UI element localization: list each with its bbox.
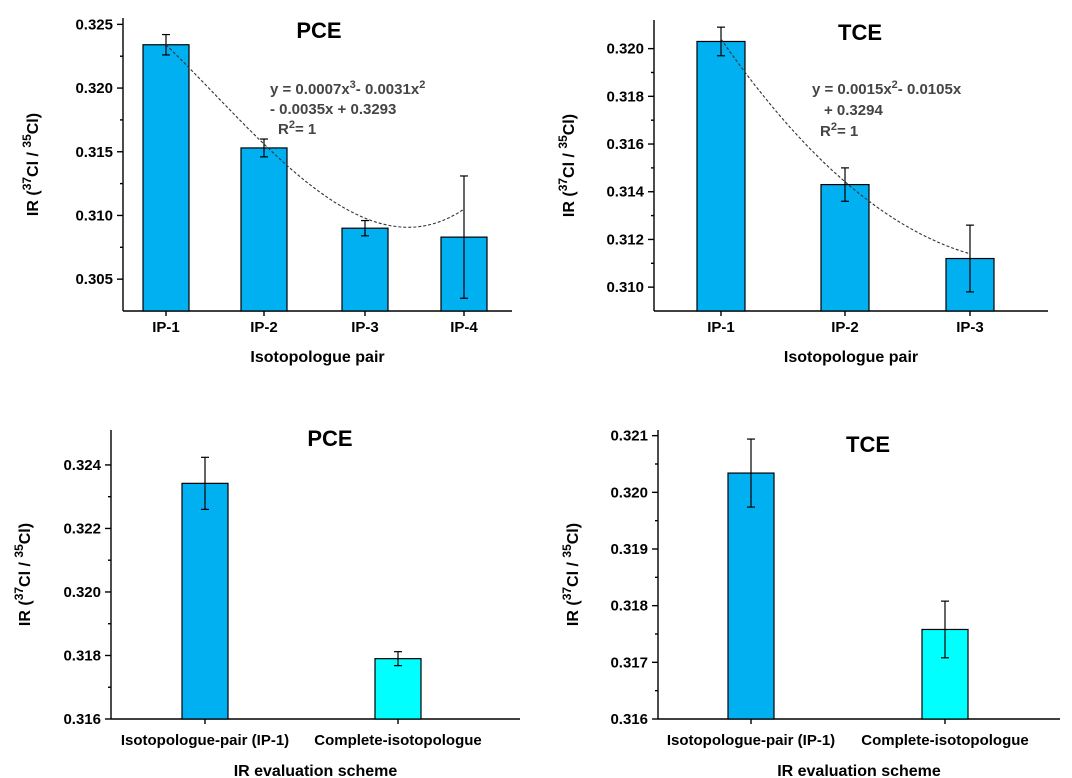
chart-panel-4: TCE 0.316 0.317 0.318 0.319 0.320 0.321 Isotopo… bbox=[560, 428, 1060, 778]
y-axis-label: IR (37Cl / 35Cl) bbox=[20, 113, 42, 216]
y-tick-label: 0.322 bbox=[63, 520, 101, 537]
y-tick-label: 0.312 bbox=[606, 231, 644, 248]
bar bbox=[181, 482, 229, 720]
chart-title: PCE bbox=[307, 426, 352, 451]
y-tick-label: 0.310 bbox=[75, 207, 113, 224]
fit-equation-line: + 0.3294 bbox=[824, 102, 883, 119]
chart-title: TCE bbox=[846, 432, 890, 457]
y-tick-label: 0.314 bbox=[606, 184, 644, 201]
bar bbox=[341, 227, 389, 312]
bar bbox=[240, 147, 288, 312]
x-tick-label: IP-1 bbox=[707, 319, 735, 336]
x-axis-label: IR evaluation scheme bbox=[777, 763, 941, 778]
y-axis-label: IR (37Cl / 35Cl) bbox=[12, 523, 34, 626]
fit-equation-line: R2= 1 bbox=[820, 121, 858, 140]
y-tick-label: 0.316 bbox=[610, 711, 648, 728]
y-tick-label: 0.305 bbox=[75, 271, 113, 288]
chart-panel-1: PCE 0.305 0.310 0.315 0.320 0.325 IP-1 IP-2 IP-3… bbox=[20, 16, 512, 366]
x-tick-label: Complete-isotopologue bbox=[314, 732, 482, 749]
fit-equation-line: y = 0.0007x3- 0.0031x2 bbox=[270, 79, 425, 98]
x-tick-label: IP-4 bbox=[450, 319, 478, 336]
x-tick-label: IP-3 bbox=[956, 319, 984, 336]
y-tick-label: 0.320 bbox=[75, 80, 113, 97]
y-tick-label: 0.324 bbox=[63, 457, 101, 474]
fit-curve bbox=[165, 44, 465, 228]
y-axis-label: IR (37Cl / 35Cl) bbox=[556, 114, 578, 217]
y-tick-label: 0.320 bbox=[606, 41, 644, 58]
bar bbox=[696, 40, 746, 312]
x-tick-label: Isotopologue-pair (IP-1) bbox=[121, 732, 289, 749]
y-tick-label: 0.318 bbox=[610, 598, 648, 615]
bar bbox=[374, 658, 422, 720]
x-tick-label: IP-3 bbox=[351, 319, 379, 336]
x-axis-label: IR evaluation scheme bbox=[234, 763, 398, 778]
chart-panel-3: PCE 0.316 0.318 0.320 0.322 0.324 Isotopologue… bbox=[12, 426, 520, 778]
y-axis-label: IR (37Cl / 35Cl) bbox=[560, 523, 582, 626]
fit-equation-line: y = 0.0015x2- 0.0105x bbox=[812, 79, 962, 98]
bar bbox=[727, 472, 775, 720]
x-tick-label: Isotopologue-pair (IP-1) bbox=[667, 732, 835, 749]
fit-equation-line: - 0.0035x + 0.3293 bbox=[270, 101, 396, 118]
bar bbox=[142, 44, 190, 312]
chart-panel-2: TCE 0.310 0.312 0.314 0.316 0.318 0.320 IP-1 IP-… bbox=[556, 20, 1048, 366]
y-tick-label: 0.320 bbox=[63, 584, 101, 601]
x-axis-label: Isotopologue pair bbox=[250, 349, 384, 366]
y-tick-label: 0.315 bbox=[75, 144, 113, 161]
y-tick-label: 0.317 bbox=[610, 654, 648, 671]
chart-title: PCE bbox=[296, 18, 341, 43]
x-tick-label: Complete-isotopologue bbox=[861, 732, 1029, 749]
y-tick-label: 0.318 bbox=[63, 647, 101, 664]
y-tick-label: 0.321 bbox=[610, 428, 648, 445]
y-tick-label: 0.316 bbox=[606, 136, 644, 153]
y-tick-label: 0.319 bbox=[610, 541, 648, 558]
y-tick-label: 0.318 bbox=[606, 88, 644, 105]
x-tick-label: IP-1 bbox=[152, 319, 180, 336]
x-axis-label: Isotopologue pair bbox=[784, 349, 918, 366]
y-tick-label: 0.325 bbox=[75, 16, 113, 33]
x-tick-label: IP-2 bbox=[831, 319, 859, 336]
x-tick-label: IP-2 bbox=[250, 319, 278, 336]
fit-curve bbox=[720, 38, 971, 255]
y-tick-label: 0.320 bbox=[610, 484, 648, 501]
y-tick-label: 0.310 bbox=[606, 279, 644, 296]
fit-equation-line: R2= 1 bbox=[278, 119, 316, 138]
bar bbox=[820, 183, 870, 312]
chart-title: TCE bbox=[838, 20, 882, 45]
y-tick-label: 0.316 bbox=[63, 711, 101, 728]
